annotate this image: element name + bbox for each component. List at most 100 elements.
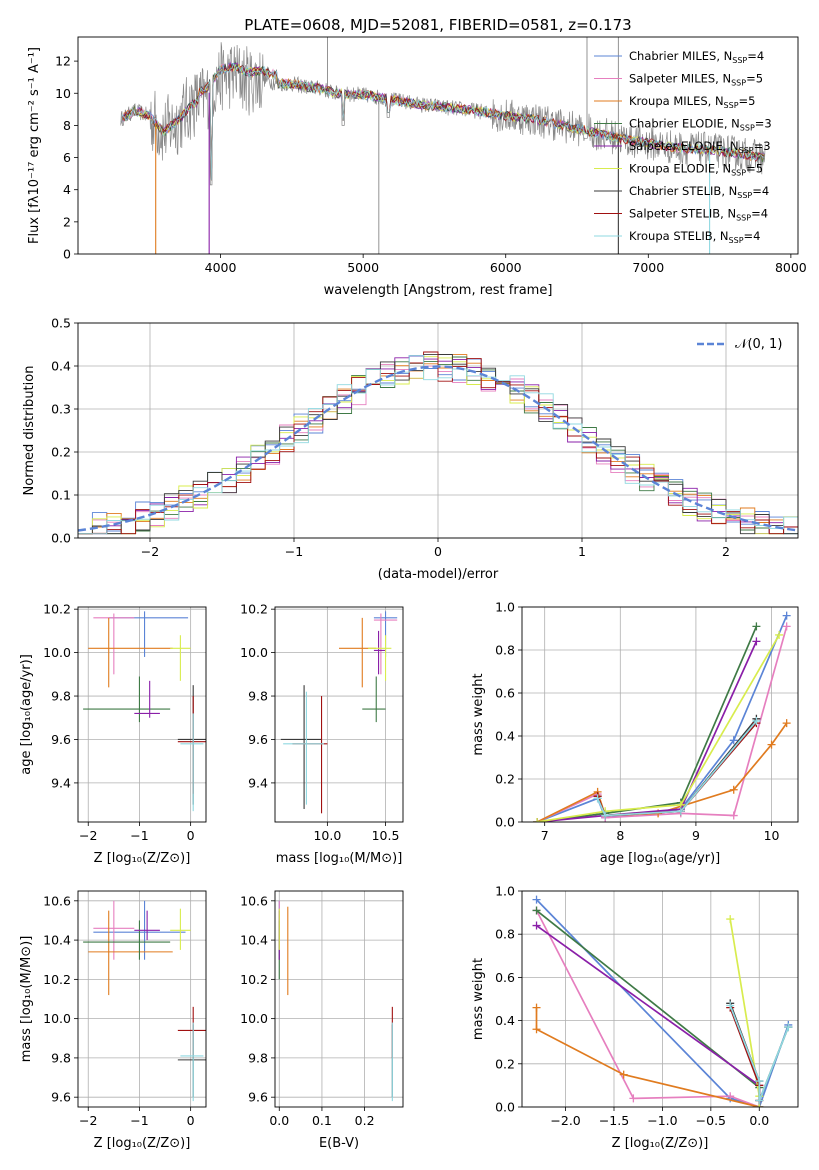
y-tick-label: 4: [63, 182, 71, 197]
y-tick-label: 0.4: [495, 729, 515, 744]
x-axis-label: wavelength [Angstrom, rest frame]: [324, 283, 553, 298]
x-tick-label: 10.5: [372, 828, 400, 843]
y-tick-label: 1.0: [495, 884, 515, 899]
mass-weight-marker: [532, 1003, 541, 1012]
y-tick-label: 10.0: [240, 1011, 268, 1026]
plot-area: [83, 611, 206, 812]
legend-text: Kroupa STELIB, N: [629, 229, 729, 243]
mass-vs-ebv-panel: 0.0 0.1 0.2 9.6 9.8 10.0 10.2 10.4 10.6 E(B-V): [240, 890, 404, 1151]
y-tick-label: 9.8: [51, 689, 71, 704]
y-tick-label: 0.0: [495, 815, 515, 830]
mass-weight-marker: [726, 1092, 735, 1101]
x-tick-label: 0: [187, 1113, 195, 1128]
y-tick-label: 10.2: [240, 602, 268, 617]
mass-weight-marker: [752, 622, 761, 631]
legend-suffix: =5: [746, 162, 763, 176]
figure-title: PLATE=0608, MJD=52081, FIBERID=0581, z=0…: [244, 16, 631, 34]
mass-weight-line: [535, 1007, 760, 1107]
plot-area: [78, 351, 798, 535]
legend-text: Kroupa ELODIE, N: [629, 162, 731, 176]
gaussian-curve: [78, 365, 798, 532]
mass-weight-marker: [676, 807, 685, 816]
legend-entry: Kroupa MILES, NSSP=5: [629, 94, 755, 110]
x-axis-label: age [log₁₀(age/yr)]: [600, 851, 721, 866]
spectrum-panel: 4000 5000 6000 7000 8000 0 2 4 6 8 10 12 wavelength …: [27, 36, 807, 298]
x-tick-label: 9: [692, 828, 700, 843]
legend-suffix: =4: [747, 49, 764, 63]
legend-suffix: =5: [746, 72, 763, 86]
mass-weight-line: [596, 718, 758, 817]
y-tick-label: 0.6: [495, 686, 515, 701]
plot-area: [532, 895, 793, 1107]
mass-weight-line: [729, 1007, 761, 1101]
mass-weight-marker: [729, 785, 738, 794]
legend-entry: Salpeter MILES, NSSP=5: [629, 72, 763, 88]
legend-entry: Kroupa STELIB, NSSP=4: [629, 229, 760, 245]
mass-weight-marker: [752, 637, 761, 646]
x-tick-label: −2.0: [550, 1113, 580, 1128]
legend-text: Chabrier ELODIE, N: [629, 117, 740, 131]
legend-subscript: SSP: [739, 146, 754, 155]
y-tick-label: 9.8: [248, 689, 268, 704]
y-axis-label: Normed distribution: [22, 366, 37, 496]
gaussian-legend-label: 𝒩(0, 1): [735, 337, 782, 352]
y-tick-label: 0.2: [495, 772, 515, 787]
y-tick-label: 10.4: [43, 933, 71, 948]
mass-weight-marker: [775, 630, 784, 639]
mass-weight-marker: [532, 921, 541, 930]
legend-entry: Salpeter STELIB, NSSP=4: [629, 207, 768, 223]
mass-weight-marker: [726, 915, 735, 924]
y-tick-label: 0.0: [495, 1100, 515, 1115]
mass-weight-marker: [533, 818, 542, 822]
mass-weight-line: [536, 615, 788, 822]
legend-text: Salpeter STELIB, N: [629, 207, 736, 221]
y-tick-label: 0.3: [51, 402, 71, 417]
mass-weight-line: [596, 722, 758, 817]
mass-weight-marker: [752, 716, 761, 725]
residuals-panel: −2 −1 0 1 2 0.0 0.1 0.2 0.3 0.4 0.5 (data-model)/er…: [22, 316, 799, 582]
mass-weight-marker: [532, 895, 541, 904]
y-tick-label: 10.0: [43, 1011, 71, 1026]
mass-weight-marker: [729, 736, 738, 745]
y-axis-label: mass weight: [471, 673, 486, 755]
axes-frame: [77, 606, 207, 823]
x-tick-label: −1: [130, 828, 148, 843]
x-tick-label: 10: [764, 828, 780, 843]
x-tick-label: 0.1: [312, 1113, 332, 1128]
x-tick-label: 0.0: [269, 1113, 289, 1128]
y-axis-label: Flux [fλ10⁻¹⁷ erg cm⁻² s⁻¹ A⁻¹]: [27, 47, 42, 244]
x-tick-label: −2: [141, 544, 159, 559]
x-tick-label: 0.0: [749, 1113, 769, 1128]
y-tick-label: 1.0: [495, 600, 515, 615]
mass-weight-marker: [767, 740, 776, 749]
y-tick-label: 9.6: [248, 732, 268, 747]
axes-frame: [77, 322, 799, 539]
legend-text: Chabrier STELIB, N: [629, 184, 737, 198]
x-tick-label: −1: [285, 544, 303, 559]
x-tick-label: 0: [187, 828, 195, 843]
x-tick-label: 5000: [347, 260, 379, 275]
legend-suffix: =3: [754, 139, 771, 153]
y-tick-label: 0.2: [495, 1056, 515, 1071]
y-tick-label: 0.8: [495, 643, 515, 658]
mass-weight-line: [596, 720, 758, 817]
y-tick-label: 10.0: [43, 645, 71, 660]
y-axis-label: age [log₁₀(age/yr)]: [19, 654, 34, 775]
mass-weight-marker: [729, 811, 738, 820]
y-tick-label: 0.4: [51, 359, 71, 374]
axes-frame: [77, 890, 207, 1108]
x-axis-label: Z [log₁₀(Z/Z⊙)]: [94, 851, 191, 866]
mass-weight-marker: [619, 1070, 628, 1079]
x-tick-label: 1: [578, 544, 586, 559]
x-axis-label: Z [log₁₀(Z/Z⊙)]: [94, 1136, 191, 1151]
plot-area: [533, 611, 791, 822]
x-tick-label: 7000: [632, 260, 664, 275]
plot-area: [83, 900, 206, 1102]
y-tick-label: 10.0: [240, 645, 268, 660]
y-tick-label: 9.8: [248, 1050, 268, 1065]
age-vs-mass-panel: 10.0 10.5 9.4 9.6 9.8 10.0 10.2 mass [log₁₀(M/M…: [240, 602, 404, 866]
massweight-vs-Z-panel: −2.0 −1.5 −1.0 −0.5 0.0 0.0 0.2 0.4 0.6 0.8 1.0 Z […: [471, 884, 799, 1151]
legend-subscript: SSP: [736, 214, 751, 223]
x-tick-label: 0.2: [355, 1113, 375, 1128]
legend-suffix: =3: [755, 117, 772, 131]
